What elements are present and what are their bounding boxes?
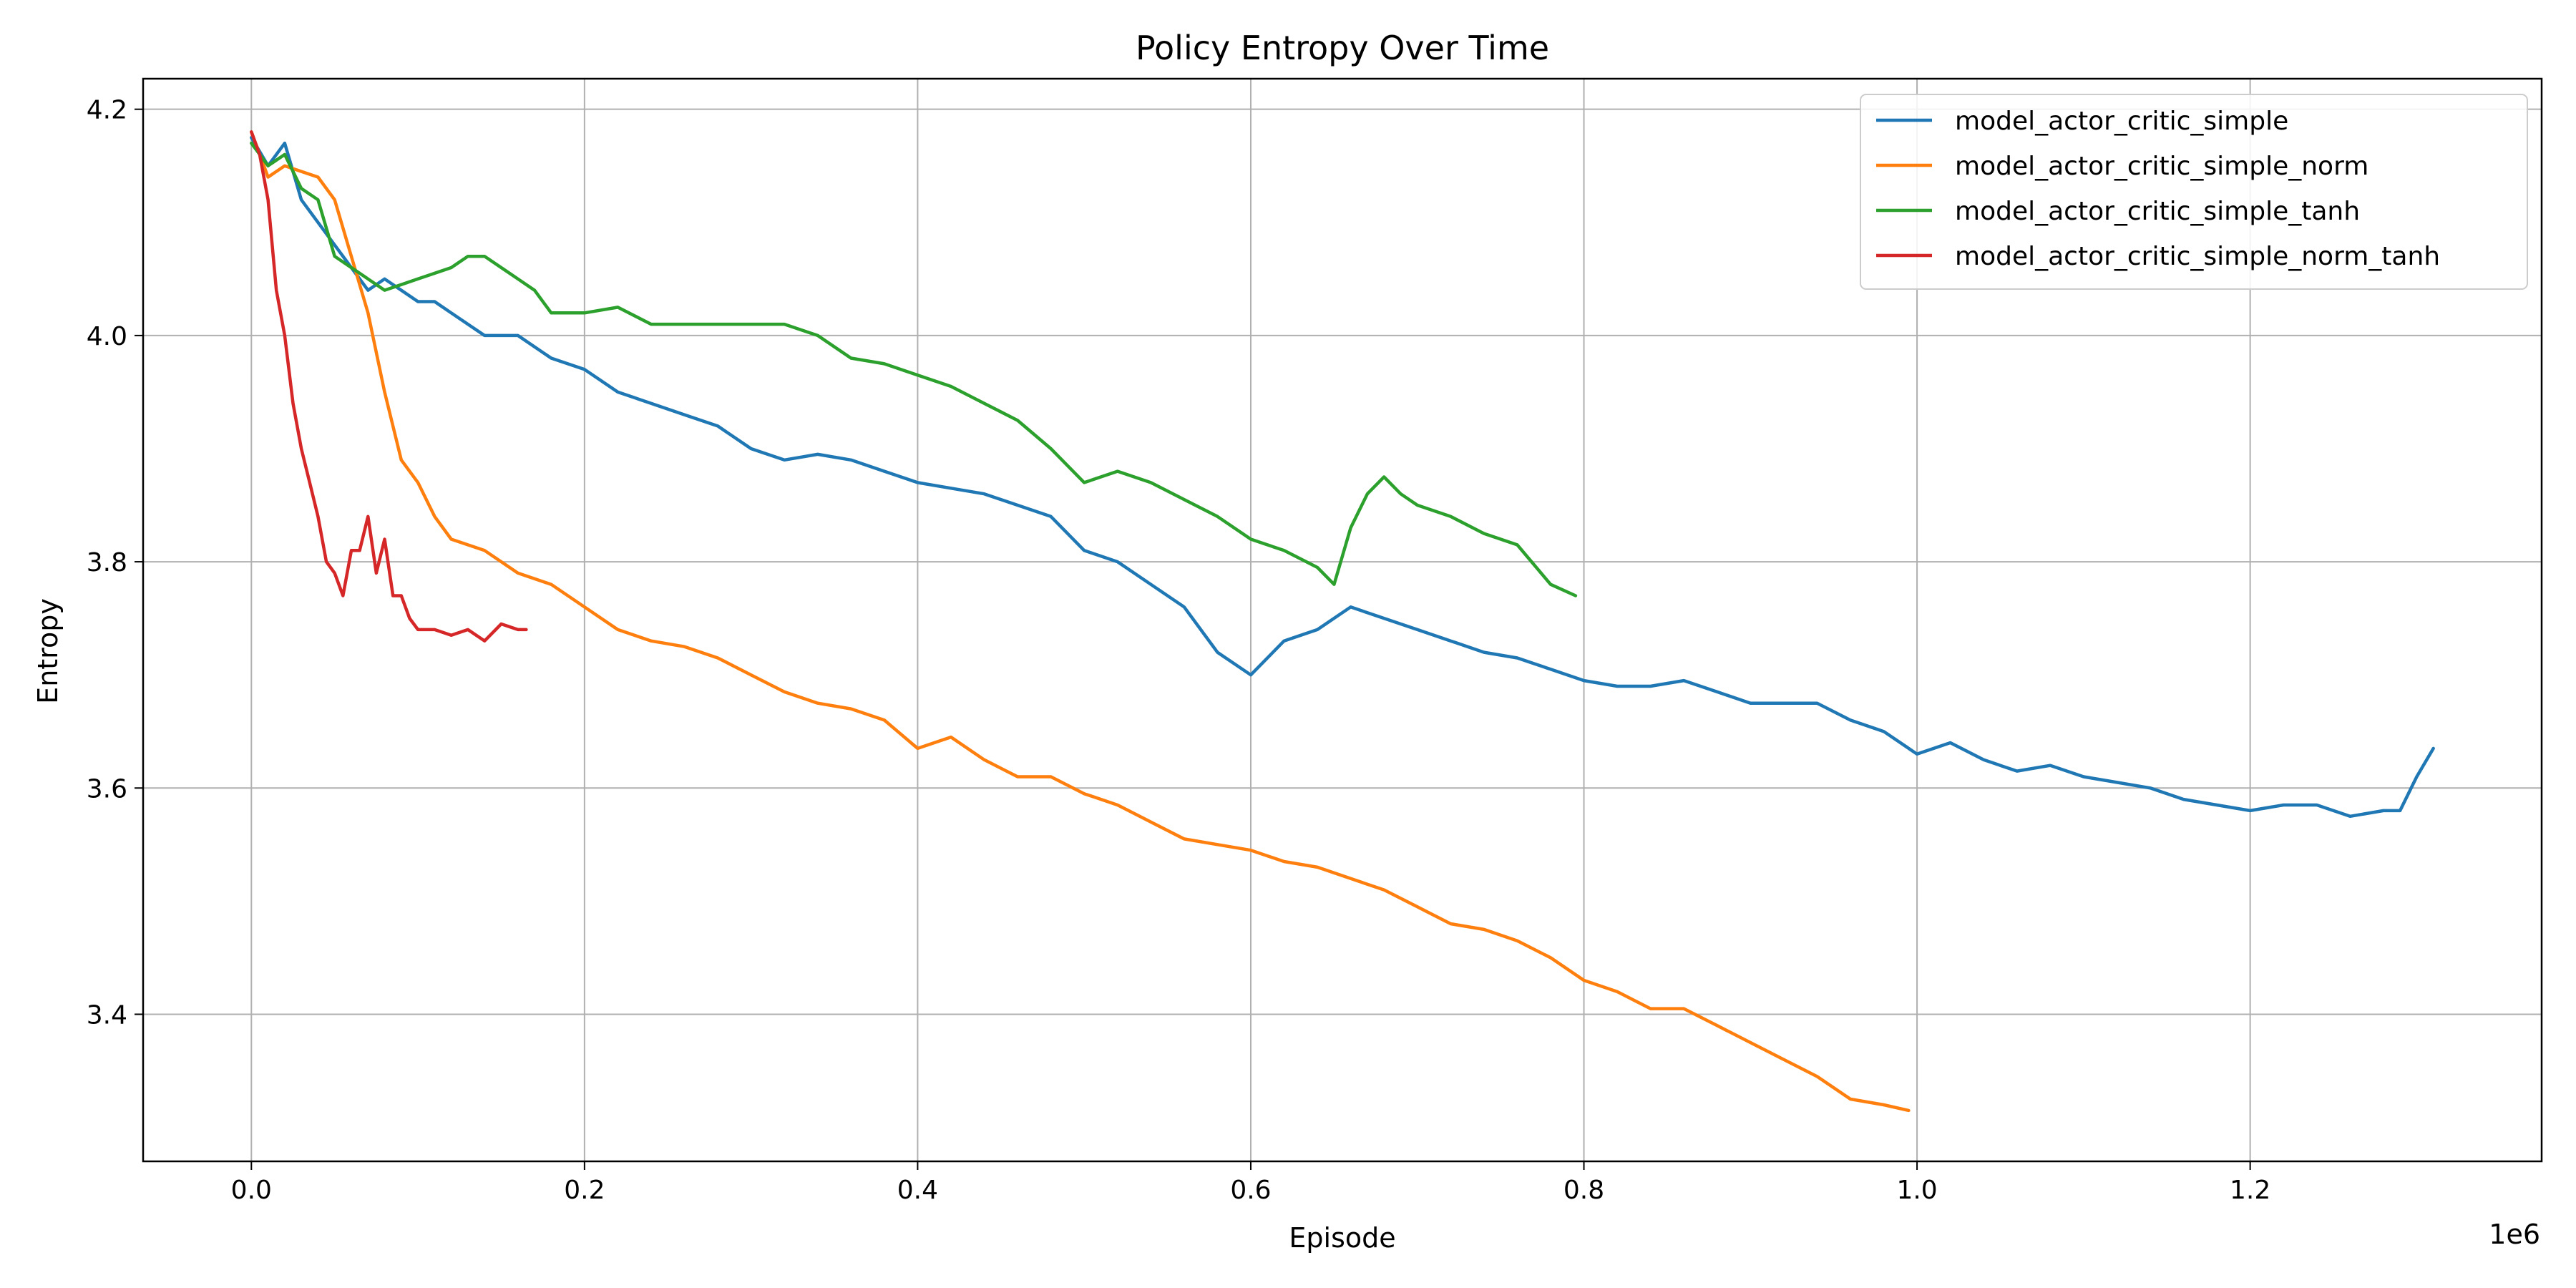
legend-box [1860, 94, 2528, 290]
x-tick-label: 0.2 [564, 1176, 605, 1205]
x-tick-label: 0.6 [1230, 1176, 1271, 1205]
y-tick-label: 3.4 [87, 1000, 127, 1030]
series-line-model-actor-critic-simple-norm-tanh [250, 130, 528, 643]
series-line-model-actor-critic-simple [250, 135, 2435, 819]
series-line-model-actor-critic-simple-norm [250, 130, 1911, 1113]
plot-frame [142, 77, 2543, 1163]
y-tick-label: 4.2 [87, 96, 127, 125]
y-tick-label: 4.0 [87, 322, 127, 351]
x-tick-label: 1.2 [2230, 1176, 2270, 1205]
x-axis-offset-label: 1e6 [2489, 1219, 2540, 1250]
legend-label-model-actor-critic-simple-tanh: model_actor_critic_simple_tanh [1955, 197, 2360, 226]
legend-label-model-actor-critic-simple-norm: model_actor_critic_simple_norm [1955, 152, 2368, 181]
x-tick-label: 0.4 [897, 1176, 938, 1205]
legend-label-model-actor-critic-simple: model_actor_critic_simple [1955, 107, 2288, 136]
x-axis-label: Episode [1289, 1222, 1395, 1254]
series-line-model-actor-critic-simple-tanh [250, 141, 1578, 597]
x-axis-ticks: 0.0 0.2 0.4 0.6 0.8 1.0 1.2 [231, 1161, 2270, 1205]
x-tick-label: 0.8 [1563, 1176, 1604, 1205]
legend-label-model-actor-critic-simple-norm-tanh: model_actor_critic_simple_norm_tanh [1955, 242, 2440, 271]
y-axis-label: Entropy [32, 598, 64, 704]
chart-title: Policy Entropy Over Time [1136, 29, 1549, 67]
plot-lines [250, 130, 2435, 1113]
y-tick-label: 3.6 [87, 774, 127, 804]
x-tick-label: 0.0 [231, 1176, 272, 1205]
y-axis-ticks: 3.4 3.6 3.8 4.0 4.2 [87, 96, 143, 1030]
y-tick-label: 3.8 [87, 548, 127, 577]
x-tick-label: 1.0 [1896, 1176, 1937, 1205]
legend: model_actor_critic_simple model_actor_cri… [1860, 94, 2528, 290]
